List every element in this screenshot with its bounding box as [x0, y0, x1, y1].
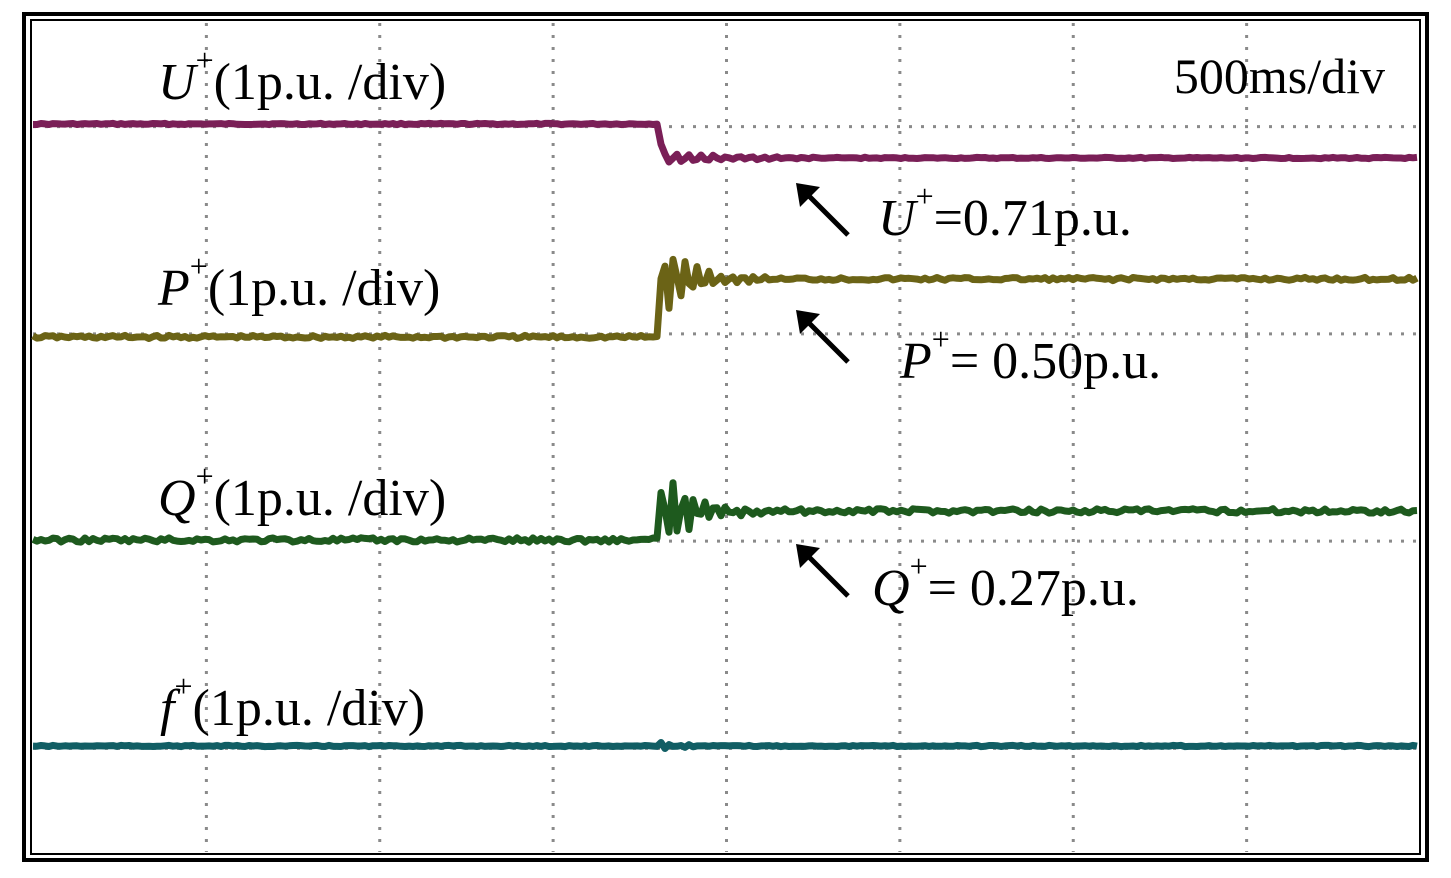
trace-p	[31, 255, 1419, 342]
channel-label-q: Q+(1p.u. /div)	[158, 458, 446, 527]
channel-label-p: P+(1p.u. /div)	[157, 248, 440, 317]
trace-u	[33, 119, 1418, 166]
result-arrows	[796, 183, 850, 598]
trace-f	[32, 739, 1418, 752]
arrow-q-icon	[796, 544, 850, 598]
channel-label-u: U+(1p.u. /div)	[158, 42, 446, 111]
time-scale-label: 500ms/div	[1174, 48, 1385, 104]
arrow-u-icon	[796, 183, 850, 237]
arrow-p-icon	[796, 310, 850, 364]
result-label-u: U+=0.71p.u.	[878, 178, 1132, 247]
trace-q	[31, 479, 1418, 546]
traces	[31, 119, 1419, 752]
scope-inner-frame	[30, 19, 1421, 855]
result-label-p: P+= 0.50p.u.	[899, 321, 1161, 390]
channel-label-f: f+(1p.u. /div)	[160, 668, 425, 737]
result-label-q: Q+= 0.27p.u.	[872, 548, 1139, 617]
